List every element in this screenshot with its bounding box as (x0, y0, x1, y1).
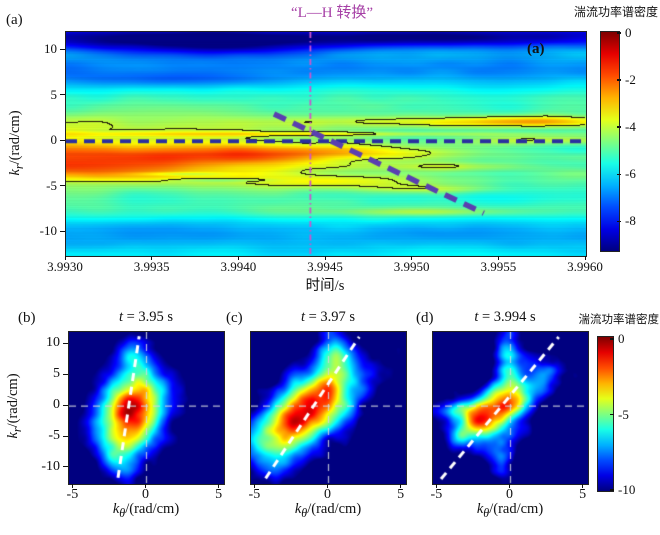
tick-mark (71, 484, 73, 488)
tick-mark (253, 484, 255, 488)
psd-label-top: 湍流功率谱密度 (573, 5, 658, 19)
panel-d-title: t = 3.994 s (474, 309, 536, 325)
panel-a-y-axis-label: kr/(rad/cm) (7, 110, 26, 176)
tick-mark (617, 173, 621, 176)
tick-mark (327, 484, 328, 488)
panel-d-x-tick-label: -5 (430, 487, 443, 502)
panel-b-y-tick-label: 5 (53, 366, 60, 382)
panel-b-x-tick-label: -5 (66, 487, 79, 502)
panel-d-x-tick-label: 5 (579, 487, 587, 502)
panel-c-x-tick-label: 5 (397, 487, 405, 502)
panel-a-x-tick-label: 3.9930 (47, 259, 83, 274)
panel-a-y-tick-label: -5 (46, 177, 57, 193)
tick-mark (509, 484, 510, 488)
tick-mark (60, 185, 65, 187)
panel-c-title: t = 3.97 s (300, 309, 356, 325)
tick-mark (60, 94, 65, 96)
panel-b-title: t = 3.95 s (118, 309, 174, 325)
panel-a-y-tick-label: 5 (50, 86, 58, 102)
tick-mark (324, 256, 326, 260)
tick-mark (63, 404, 68, 406)
panel-b-y-tick-label: -5 (48, 428, 60, 444)
panel-c-x-tick-label: -5 (248, 487, 261, 502)
tick-mark (237, 256, 239, 260)
panel-c-heatmap (250, 331, 407, 485)
panel-a-x-axis-label: 时间/s (305, 278, 345, 294)
tick-mark (582, 484, 584, 488)
colorbar-tick-label: -2 (625, 72, 636, 88)
tick-mark (63, 466, 68, 468)
panel-c-x-tick-label: 0 (324, 487, 331, 502)
panel-c-x-axis-label: kθ/(rad/cm) (294, 501, 362, 520)
tick-mark (63, 373, 68, 375)
tick-mark (617, 79, 621, 81)
tick-mark (610, 489, 614, 491)
panel-a-x-tick-label: 3.9950 (393, 259, 430, 274)
panel-b-y-axis-label: kr/(rad/cm) (5, 373, 24, 439)
colorbar-tick-label: -5 (618, 406, 629, 422)
tick-mark (63, 435, 68, 437)
tick-mark (411, 256, 413, 260)
panel-b-x-tick-label: 5 (215, 487, 223, 502)
tick-mark (60, 139, 65, 141)
tick-mark (218, 484, 220, 488)
tick-mark (151, 256, 153, 260)
tick-mark (145, 484, 146, 488)
panel-b-y-tick-label: -10 (41, 458, 60, 474)
panel-d-outer-label: (d) (416, 310, 434, 326)
tick-mark (497, 256, 499, 260)
tick-mark (610, 413, 614, 416)
panel-b-y-tick-label: 0 (53, 397, 60, 413)
panel-b-outer-label: (b) (18, 310, 36, 326)
tick-mark (584, 256, 586, 260)
panel-d-heatmap (432, 331, 589, 485)
tick-mark (617, 220, 621, 223)
panel-c-outer-label: (c) (226, 310, 243, 326)
tick-mark (400, 484, 402, 488)
panel-b-heatmap (68, 331, 225, 485)
panel-a-x-tick-label: 3.9955 (480, 259, 517, 274)
panel-d-x-axis-label: kθ/(rad/cm) (476, 501, 544, 520)
colorbar-tick-label: -6 (625, 166, 636, 182)
tick-mark (435, 484, 437, 488)
tick-mark (617, 32, 621, 34)
panel-a-y-tick-label: 0 (50, 132, 58, 148)
panel-d-x-tick-label: 0 (506, 487, 513, 502)
colorbar-top (600, 31, 620, 252)
colorbar-tick-label: -4 (625, 119, 636, 135)
tick-mark (610, 338, 614, 340)
tick-mark (617, 126, 621, 128)
panel-b-y-tick-label: 10 (46, 335, 60, 351)
tick-mark (60, 230, 65, 232)
panel-a-x-tick-label: 3.9935 (133, 259, 170, 274)
panel-b-x-axis-label: kθ/(rad/cm) (112, 501, 180, 520)
colorbar-tick-label: 0 (625, 25, 632, 40)
panel-a-y-tick-label: -10 (39, 223, 57, 239)
colorbar-tick-label: -8 (625, 213, 636, 229)
panel-a-y-tick-label: 10 (44, 41, 57, 57)
panel-b-x-tick-label: 0 (142, 487, 149, 502)
panel-a-outer-label: (a) (6, 12, 23, 28)
colorbar-tick-label: -10 (618, 482, 636, 497)
panel-a-x-tick-label: 3.9960 (567, 259, 603, 274)
panel-a-heatmap (65, 31, 587, 257)
panel-a-x-tick-label: 3.9940 (220, 259, 257, 274)
psd-label-bottom: 湍流功率谱密度 (578, 314, 660, 326)
colorbar-tick-label: 0 (618, 331, 625, 346)
figure-title: “L—H 转换” (290, 5, 374, 21)
panel-a-inner-label: (a) (527, 41, 545, 57)
tick-mark (60, 48, 65, 50)
panel-a-x-tick-label: 3.9945 (307, 259, 343, 274)
tick-mark (63, 342, 68, 344)
tick-mark (64, 256, 66, 260)
